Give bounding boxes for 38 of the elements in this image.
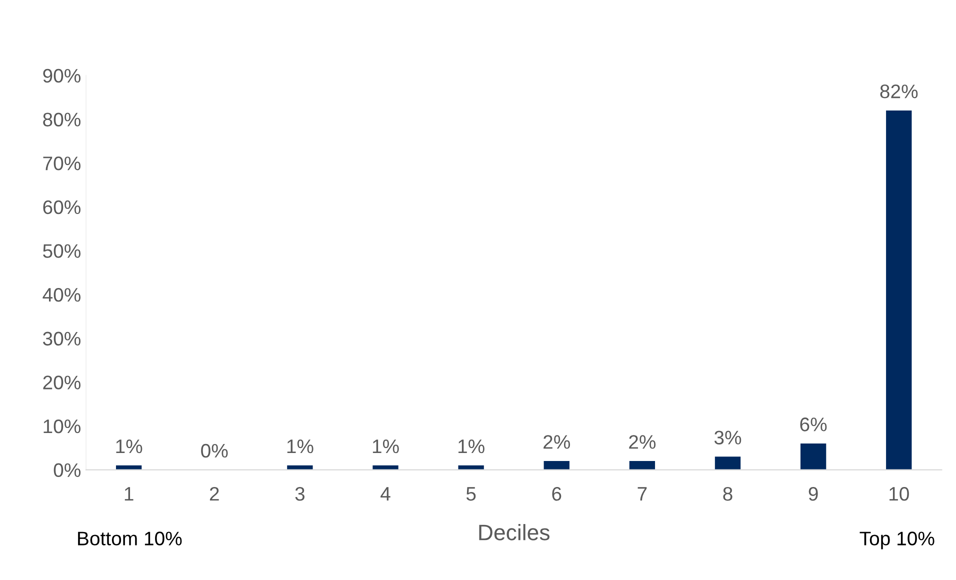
y-tick-label: 80%	[43, 112, 80, 126]
x-tick-label: 3	[295, 486, 304, 501]
data-label: 2%	[544, 435, 570, 449]
data-label: 82%	[880, 84, 918, 98]
data-label: 6%	[800, 418, 827, 432]
x-tick-label: 10	[890, 486, 909, 501]
data-label: 3%	[714, 430, 742, 444]
bar	[544, 461, 570, 470]
data-label: 1%	[458, 440, 484, 454]
y-tick-label: 60%	[43, 200, 80, 214]
x-tick-label: 1	[124, 487, 134, 501]
y-tick-label: 10%	[44, 419, 80, 434]
y-tick-label: 40%	[42, 288, 80, 302]
y-tick-label: 30%	[43, 332, 80, 346]
x-tick-label: 5	[466, 487, 476, 501]
y-tick-label: 70%	[43, 156, 80, 170]
y-tick-label: 50%	[43, 244, 80, 258]
x-tick-label: 4	[380, 487, 390, 501]
text: Top 10%	[860, 532, 934, 550]
x-tick-label: 8	[723, 486, 732, 501]
y-tick-label: 20%	[43, 376, 80, 390]
data-label: 1%	[116, 440, 142, 454]
x-axis-title: Deciles	[479, 524, 550, 540]
data-label: 2%	[629, 435, 656, 449]
y-tick-label: 90%	[43, 68, 80, 83]
x-tick-label: 9	[808, 486, 818, 501]
bar	[800, 444, 826, 470]
bar	[629, 461, 656, 470]
x-tick-label: 2	[210, 486, 219, 501]
y-tick-label: 0%	[54, 463, 80, 478]
x-tick-label: 6	[552, 486, 562, 501]
data-label: 0%	[201, 444, 228, 458]
text: Bottom 10%	[78, 532, 182, 546]
data-label: 1%	[372, 440, 399, 454]
data-label: 1%	[287, 440, 314, 454]
bar	[886, 110, 912, 470]
x-tick-label: 7	[638, 487, 647, 501]
bar	[714, 456, 741, 470]
